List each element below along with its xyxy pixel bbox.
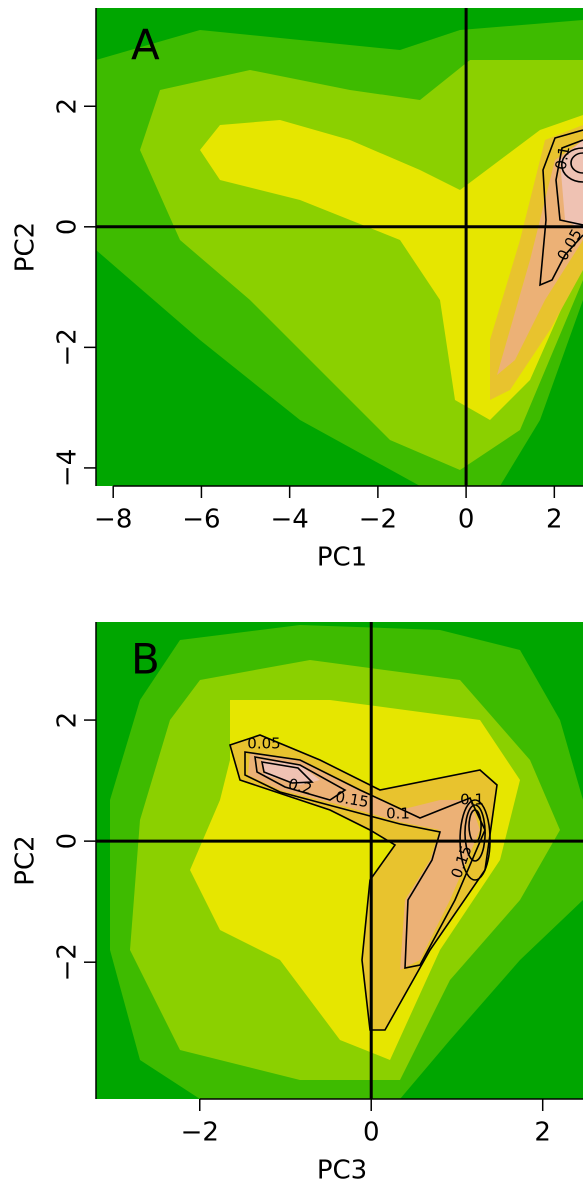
x-tick-label: −8	[94, 505, 132, 535]
density-region	[248, 752, 480, 970]
y-tick-label: −2	[53, 943, 83, 981]
density-region	[497, 140, 583, 375]
y-tick-label: 0	[53, 219, 83, 236]
contour-line	[570, 152, 583, 174]
x-tick-label: 2	[534, 1118, 551, 1148]
x-axis-title: PC3	[317, 1156, 367, 1186]
y-tick-label: 0	[53, 833, 83, 850]
x-tick-label: −2	[181, 1118, 219, 1148]
contour-label: 0.05	[247, 735, 280, 753]
density-region	[262, 760, 320, 785]
contour-label: 0.15	[334, 788, 370, 812]
x-tick-label: 0	[458, 505, 475, 535]
x-tick-label: 0	[363, 1118, 380, 1148]
contour-line	[260, 761, 314, 784]
panel-label: B	[131, 635, 160, 684]
y-axis-title: PC2	[11, 222, 41, 272]
contour-line	[459, 799, 491, 881]
y-tick-label: −4	[53, 449, 83, 487]
y-tick-label: 2	[53, 712, 83, 729]
x-tick-label: 2	[546, 505, 563, 535]
contour-line	[254, 756, 347, 801]
x-tick-label: −6	[182, 505, 220, 535]
contour-label: 0.1	[460, 791, 484, 809]
x-tick-label: −4	[270, 505, 308, 535]
contour-line	[244, 751, 486, 969]
contour-label: 0.1	[386, 805, 410, 823]
contour-line	[560, 147, 583, 183]
contour-line	[555, 139, 583, 226]
x-tick-label: −2	[359, 505, 397, 535]
contour-line	[229, 734, 498, 1031]
density-region	[560, 140, 583, 230]
density-region	[200, 115, 583, 420]
y-tick-label: 2	[53, 98, 83, 115]
panel-label: A	[131, 21, 160, 70]
contour-label: 0.1	[552, 145, 574, 172]
x-axis-title: PC1	[317, 543, 367, 573]
contour-label: 0.2	[286, 775, 314, 799]
contour-line	[539, 129, 583, 287]
plot-area: 0.10.05	[96, 8, 583, 486]
y-tick-label: −2	[53, 328, 83, 366]
y-axis-title: PC2	[11, 835, 41, 885]
plot-area: 0.050.20.150.10.10.15	[96, 622, 583, 1099]
contour-line	[464, 804, 486, 862]
